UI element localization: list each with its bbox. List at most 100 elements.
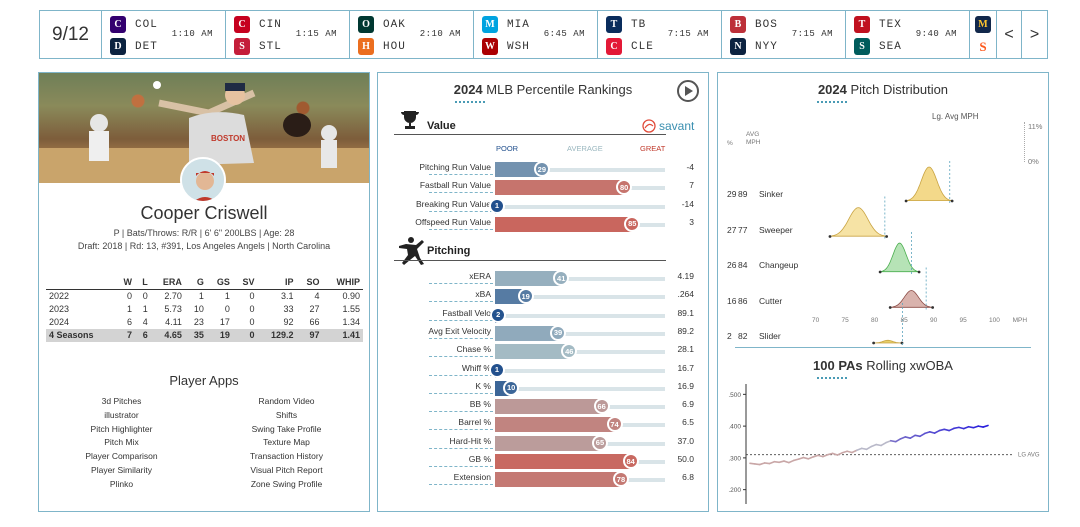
curve-max-dot bbox=[885, 235, 889, 238]
player-app-link[interactable]: Shifts bbox=[275, 409, 298, 420]
savant-link[interactable]: savant bbox=[642, 119, 694, 133]
partial-game[interactable]: M S bbox=[970, 11, 997, 58]
metric-label: xBA bbox=[475, 289, 491, 300]
stats-total-cell: 4 Seasons bbox=[46, 328, 116, 342]
pitch-density-curve bbox=[873, 339, 902, 344]
player-app-link[interactable]: Player Similarity bbox=[91, 464, 152, 475]
percentile-track bbox=[495, 168, 665, 172]
percentile-badge: 78 bbox=[612, 471, 629, 488]
xwoba-segment bbox=[914, 434, 921, 438]
percentile-badge: 39 bbox=[549, 324, 566, 341]
rolling-title: 100 PAs Rolling xwOBA bbox=[813, 358, 953, 373]
game-time: 7:15 AM bbox=[791, 29, 833, 39]
mph-tick: MPH bbox=[1012, 317, 1028, 324]
xwoba-segment bbox=[812, 454, 819, 458]
metric-label: K % bbox=[475, 380, 491, 391]
stats-row: 2022 0 0 2.70 1 1 0 3.1 4 0.90 bbox=[46, 290, 363, 303]
poor-label: POOR bbox=[496, 144, 519, 153]
metric-label: Pitching Run Value bbox=[419, 162, 491, 172]
xwoba-segment bbox=[802, 456, 810, 460]
percentile-track bbox=[495, 277, 665, 281]
pitch-name: Sweeper bbox=[759, 224, 793, 235]
stats-cell: 4 bbox=[142, 317, 148, 327]
schedule-date[interactable]: 9/12 bbox=[40, 11, 102, 58]
percentile-badge: 85 bbox=[624, 215, 641, 232]
percentile-track bbox=[495, 331, 665, 336]
mariners-logo-icon: S bbox=[854, 38, 870, 55]
away-team: B BOS bbox=[730, 16, 778, 33]
player-app-link[interactable]: illustrator bbox=[104, 409, 139, 420]
xwoba-segment bbox=[977, 425, 984, 428]
percentile-badge: 65 bbox=[591, 434, 608, 451]
game-oak-hou[interactable]: O OAK H HOU 2:10 AM bbox=[350, 11, 474, 58]
player-app-link[interactable]: Transaction History bbox=[250, 451, 323, 462]
stats-cell: 3.1 bbox=[281, 291, 294, 302]
player-app-link[interactable]: Random Video bbox=[258, 396, 315, 406]
rolling-xwoba-chart: .500 .400 .300 .200 LG AVG bbox=[728, 384, 1040, 504]
xwoba-segment bbox=[962, 425, 970, 430]
metric-value: 3 bbox=[689, 216, 694, 227]
game-time: 1:15 AM bbox=[295, 29, 337, 39]
xwoba-segment bbox=[826, 452, 834, 456]
row-guide bbox=[429, 174, 493, 175]
player-app-link[interactable]: Pitch Highlighter bbox=[90, 423, 153, 434]
home-team: D DET bbox=[110, 38, 158, 55]
pitch-distribution-chart bbox=[828, 161, 954, 346]
percentile-badge: 66 bbox=[593, 398, 610, 415]
game-bos-nyy[interactable]: B BOS N NYY 7:15 AM bbox=[722, 11, 846, 58]
game-tex-sea[interactable]: T TEX S SEA 9:40 AM bbox=[846, 11, 970, 58]
lg-avg-mph-label: Lg. Avg MPH bbox=[932, 112, 979, 121]
next-games-button[interactable]: > bbox=[1029, 25, 1040, 43]
home-team: S SEA bbox=[854, 38, 902, 55]
stats-header: IP bbox=[257, 275, 297, 290]
pitch-usage: 16 bbox=[727, 295, 737, 306]
xwoba-segment bbox=[924, 431, 931, 435]
curve-max-dot bbox=[931, 306, 935, 309]
player-app-link[interactable]: Pitch Mix bbox=[104, 437, 139, 448]
xwoba-segment bbox=[822, 453, 829, 458]
stats-header: SO bbox=[296, 275, 323, 290]
y-tick-label: .300 bbox=[728, 455, 741, 462]
stats-cell: 33 bbox=[283, 304, 294, 314]
play-icon bbox=[685, 86, 693, 96]
player-action-photo: BOSTON bbox=[39, 73, 369, 183]
player-app-link[interactable]: 3d Pitches bbox=[101, 396, 142, 406]
stats-cell: 2.70 bbox=[164, 291, 182, 302]
percentile-badge: 74 bbox=[606, 416, 623, 433]
away-team: C COL bbox=[110, 16, 158, 33]
stats-header: SV bbox=[232, 275, 258, 290]
game-col-det[interactable]: C COL D DET 1:10 AM bbox=[102, 11, 226, 58]
play-button[interactable] bbox=[677, 80, 699, 102]
mph-tick: 90 bbox=[930, 317, 938, 324]
home-team-abbr: HOU bbox=[383, 40, 406, 53]
row-guide bbox=[429, 374, 493, 376]
prev-games-button[interactable]: < bbox=[997, 11, 1022, 58]
pitch-usage: 26 bbox=[727, 260, 737, 270]
svg-text:BOSTON: BOSTON bbox=[211, 134, 245, 143]
stats-cell: 5.73 bbox=[164, 304, 182, 314]
home-team: C CLE bbox=[606, 38, 654, 55]
xwoba-segment bbox=[768, 460, 776, 465]
xwoba-segment bbox=[938, 428, 946, 432]
player-app-link[interactable]: Texture Map bbox=[263, 437, 310, 448]
xwoba-segment bbox=[831, 452, 839, 456]
percentile-badge: 84 bbox=[622, 453, 639, 469]
xwoba-segment bbox=[846, 450, 853, 454]
player-app-link[interactable]: Visual Pitch Report bbox=[250, 464, 323, 475]
stats-row: 2024 6 4 4.11 23 17 0 92 66 1.34 bbox=[46, 316, 363, 329]
game-mia-wsh[interactable]: M MIA W WSH 6:45 AM bbox=[474, 11, 598, 58]
xwoba-segment bbox=[792, 458, 800, 462]
player-app-link[interactable]: Zone Swing Profile bbox=[250, 478, 323, 489]
player-app-link[interactable]: Plinko bbox=[109, 478, 134, 489]
player-app-link[interactable]: Player Comparison bbox=[85, 451, 158, 462]
percentile-bar bbox=[495, 399, 602, 415]
stats-cell: 2024 bbox=[49, 317, 70, 327]
player-card: BOSTON Cooper Criswell P | Bats/Throws: … bbox=[38, 72, 370, 512]
game-tb-cle[interactable]: T TB C CLE 7:15 AM bbox=[598, 11, 722, 58]
xwoba-segment bbox=[875, 443, 882, 447]
stats-cell: 1.55 bbox=[342, 304, 360, 314]
game-cin-stl[interactable]: C CIN S STL 1:15 AM bbox=[226, 11, 350, 58]
pitch-density-curve bbox=[890, 290, 933, 308]
stats-cell: 0 bbox=[126, 291, 132, 302]
player-app-link[interactable]: Swing Take Profile bbox=[251, 423, 322, 434]
